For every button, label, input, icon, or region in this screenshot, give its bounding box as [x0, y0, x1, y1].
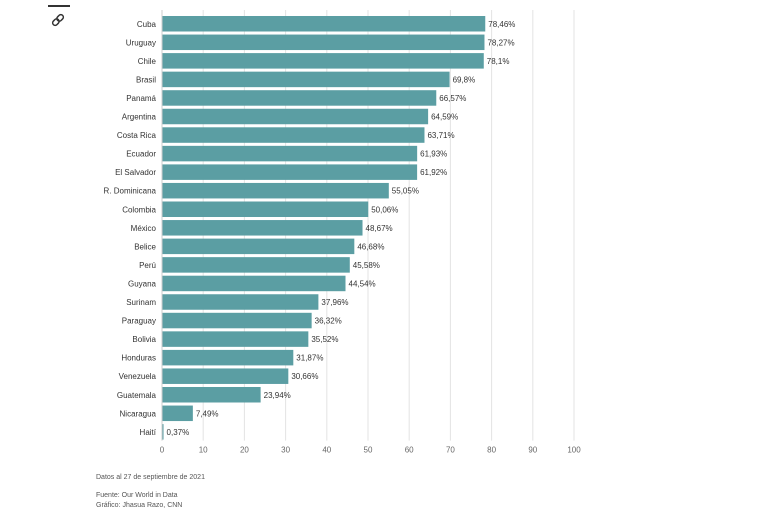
- bar: [162, 90, 437, 106]
- category-label: Guyana: [128, 279, 157, 288]
- category-label: Colombia: [122, 205, 156, 214]
- bar: [162, 127, 425, 143]
- category-label: Paraguay: [122, 317, 156, 326]
- value-label: 50,06%: [371, 205, 398, 214]
- value-label: 63,71%: [427, 131, 454, 140]
- value-label: 64,59%: [431, 113, 458, 122]
- category-label: Perú: [139, 261, 156, 270]
- category-label: Bolivia: [132, 335, 156, 344]
- bar: [162, 349, 294, 366]
- category-label: Argentina: [122, 113, 157, 122]
- x-tick-label: 60: [405, 446, 414, 455]
- value-label: 61,93%: [420, 150, 447, 159]
- category-label: Brasil: [136, 75, 156, 84]
- category-label: Panamá: [126, 94, 156, 103]
- value-label: 46,68%: [357, 242, 384, 251]
- value-label: 35,52%: [311, 335, 338, 344]
- link-icon[interactable]: [50, 12, 66, 28]
- category-label: Costa Rica: [117, 131, 157, 140]
- bar: [162, 424, 164, 440]
- category-label: Ecuador: [126, 150, 156, 159]
- bar: [162, 164, 418, 180]
- bar: [162, 275, 346, 292]
- value-label: 45,58%: [353, 261, 380, 270]
- category-label: Venezuela: [119, 372, 157, 381]
- bar: [162, 220, 363, 236]
- bar: [162, 182, 389, 199]
- x-tick-label: 100: [567, 446, 581, 455]
- value-label: 7,49%: [196, 409, 219, 418]
- bar: [162, 16, 486, 32]
- category-label: Haití: [140, 428, 157, 437]
- value-label: 48,67%: [366, 224, 393, 233]
- credit-note: Gráfico: Jhasua Razo, CNN: [96, 502, 183, 509]
- bar: [162, 53, 484, 69]
- category-label: Uruguay: [126, 38, 156, 47]
- bar: [162, 368, 289, 384]
- bar: [162, 145, 418, 162]
- x-tick-label: 30: [281, 446, 290, 455]
- bar: [162, 71, 450, 88]
- value-label: 78,46%: [488, 20, 515, 29]
- x-tick-label: 40: [322, 446, 331, 455]
- value-label: 61,92%: [420, 168, 447, 177]
- date-note: Datos al 27 de septiembre de 2021: [96, 474, 205, 481]
- category-label: Honduras: [121, 354, 156, 363]
- x-tick-label: 0: [160, 446, 165, 455]
- x-tick-label: 70: [446, 446, 455, 455]
- value-label: 55,05%: [392, 187, 419, 196]
- x-tick-label: 10: [199, 446, 208, 455]
- bar: [162, 108, 429, 125]
- value-label: 37,96%: [321, 298, 348, 307]
- x-tick-label: 90: [528, 446, 537, 455]
- bar: [162, 331, 309, 347]
- category-label: El Salvador: [115, 168, 156, 177]
- x-tick-label: 50: [364, 446, 373, 455]
- value-label: 44,54%: [349, 279, 376, 288]
- category-label: Cuba: [137, 20, 157, 29]
- value-label: 78,27%: [487, 38, 514, 47]
- top-rule: [48, 5, 70, 7]
- category-label: R. Dominicana: [104, 187, 157, 196]
- x-tick-label: 20: [240, 446, 249, 455]
- value-label: 23,94%: [264, 391, 291, 400]
- bar: [162, 238, 355, 255]
- bar: [162, 405, 193, 422]
- category-label: Chile: [138, 57, 157, 66]
- bar: [162, 257, 350, 273]
- bar-chart: 0 10 20 30 40 50 60 70 80 90 100 Cuba 78,46% Uruguay 7…: [104, 10, 581, 455]
- category-label: Surinam: [126, 298, 156, 307]
- value-label: 69,8%: [453, 75, 476, 84]
- category-label: Guatemala: [117, 391, 157, 400]
- x-tick-label: 80: [487, 446, 496, 455]
- bar: [162, 387, 261, 403]
- value-label: 66,57%: [439, 94, 466, 103]
- category-label: Nicaragua: [120, 409, 157, 418]
- value-label: 31,87%: [296, 354, 323, 363]
- bar: [162, 294, 319, 310]
- category-label: México: [131, 224, 157, 233]
- bar: [162, 312, 312, 329]
- bar: [162, 201, 369, 217]
- category-label: Belice: [134, 242, 156, 251]
- value-label: 0,37%: [167, 428, 190, 437]
- bar: [162, 34, 485, 51]
- source-note: Fuente: Our World in Data: [96, 492, 178, 499]
- value-label: 36,32%: [315, 317, 342, 326]
- value-label: 78,1%: [487, 57, 510, 66]
- value-label: 30,66%: [291, 372, 318, 381]
